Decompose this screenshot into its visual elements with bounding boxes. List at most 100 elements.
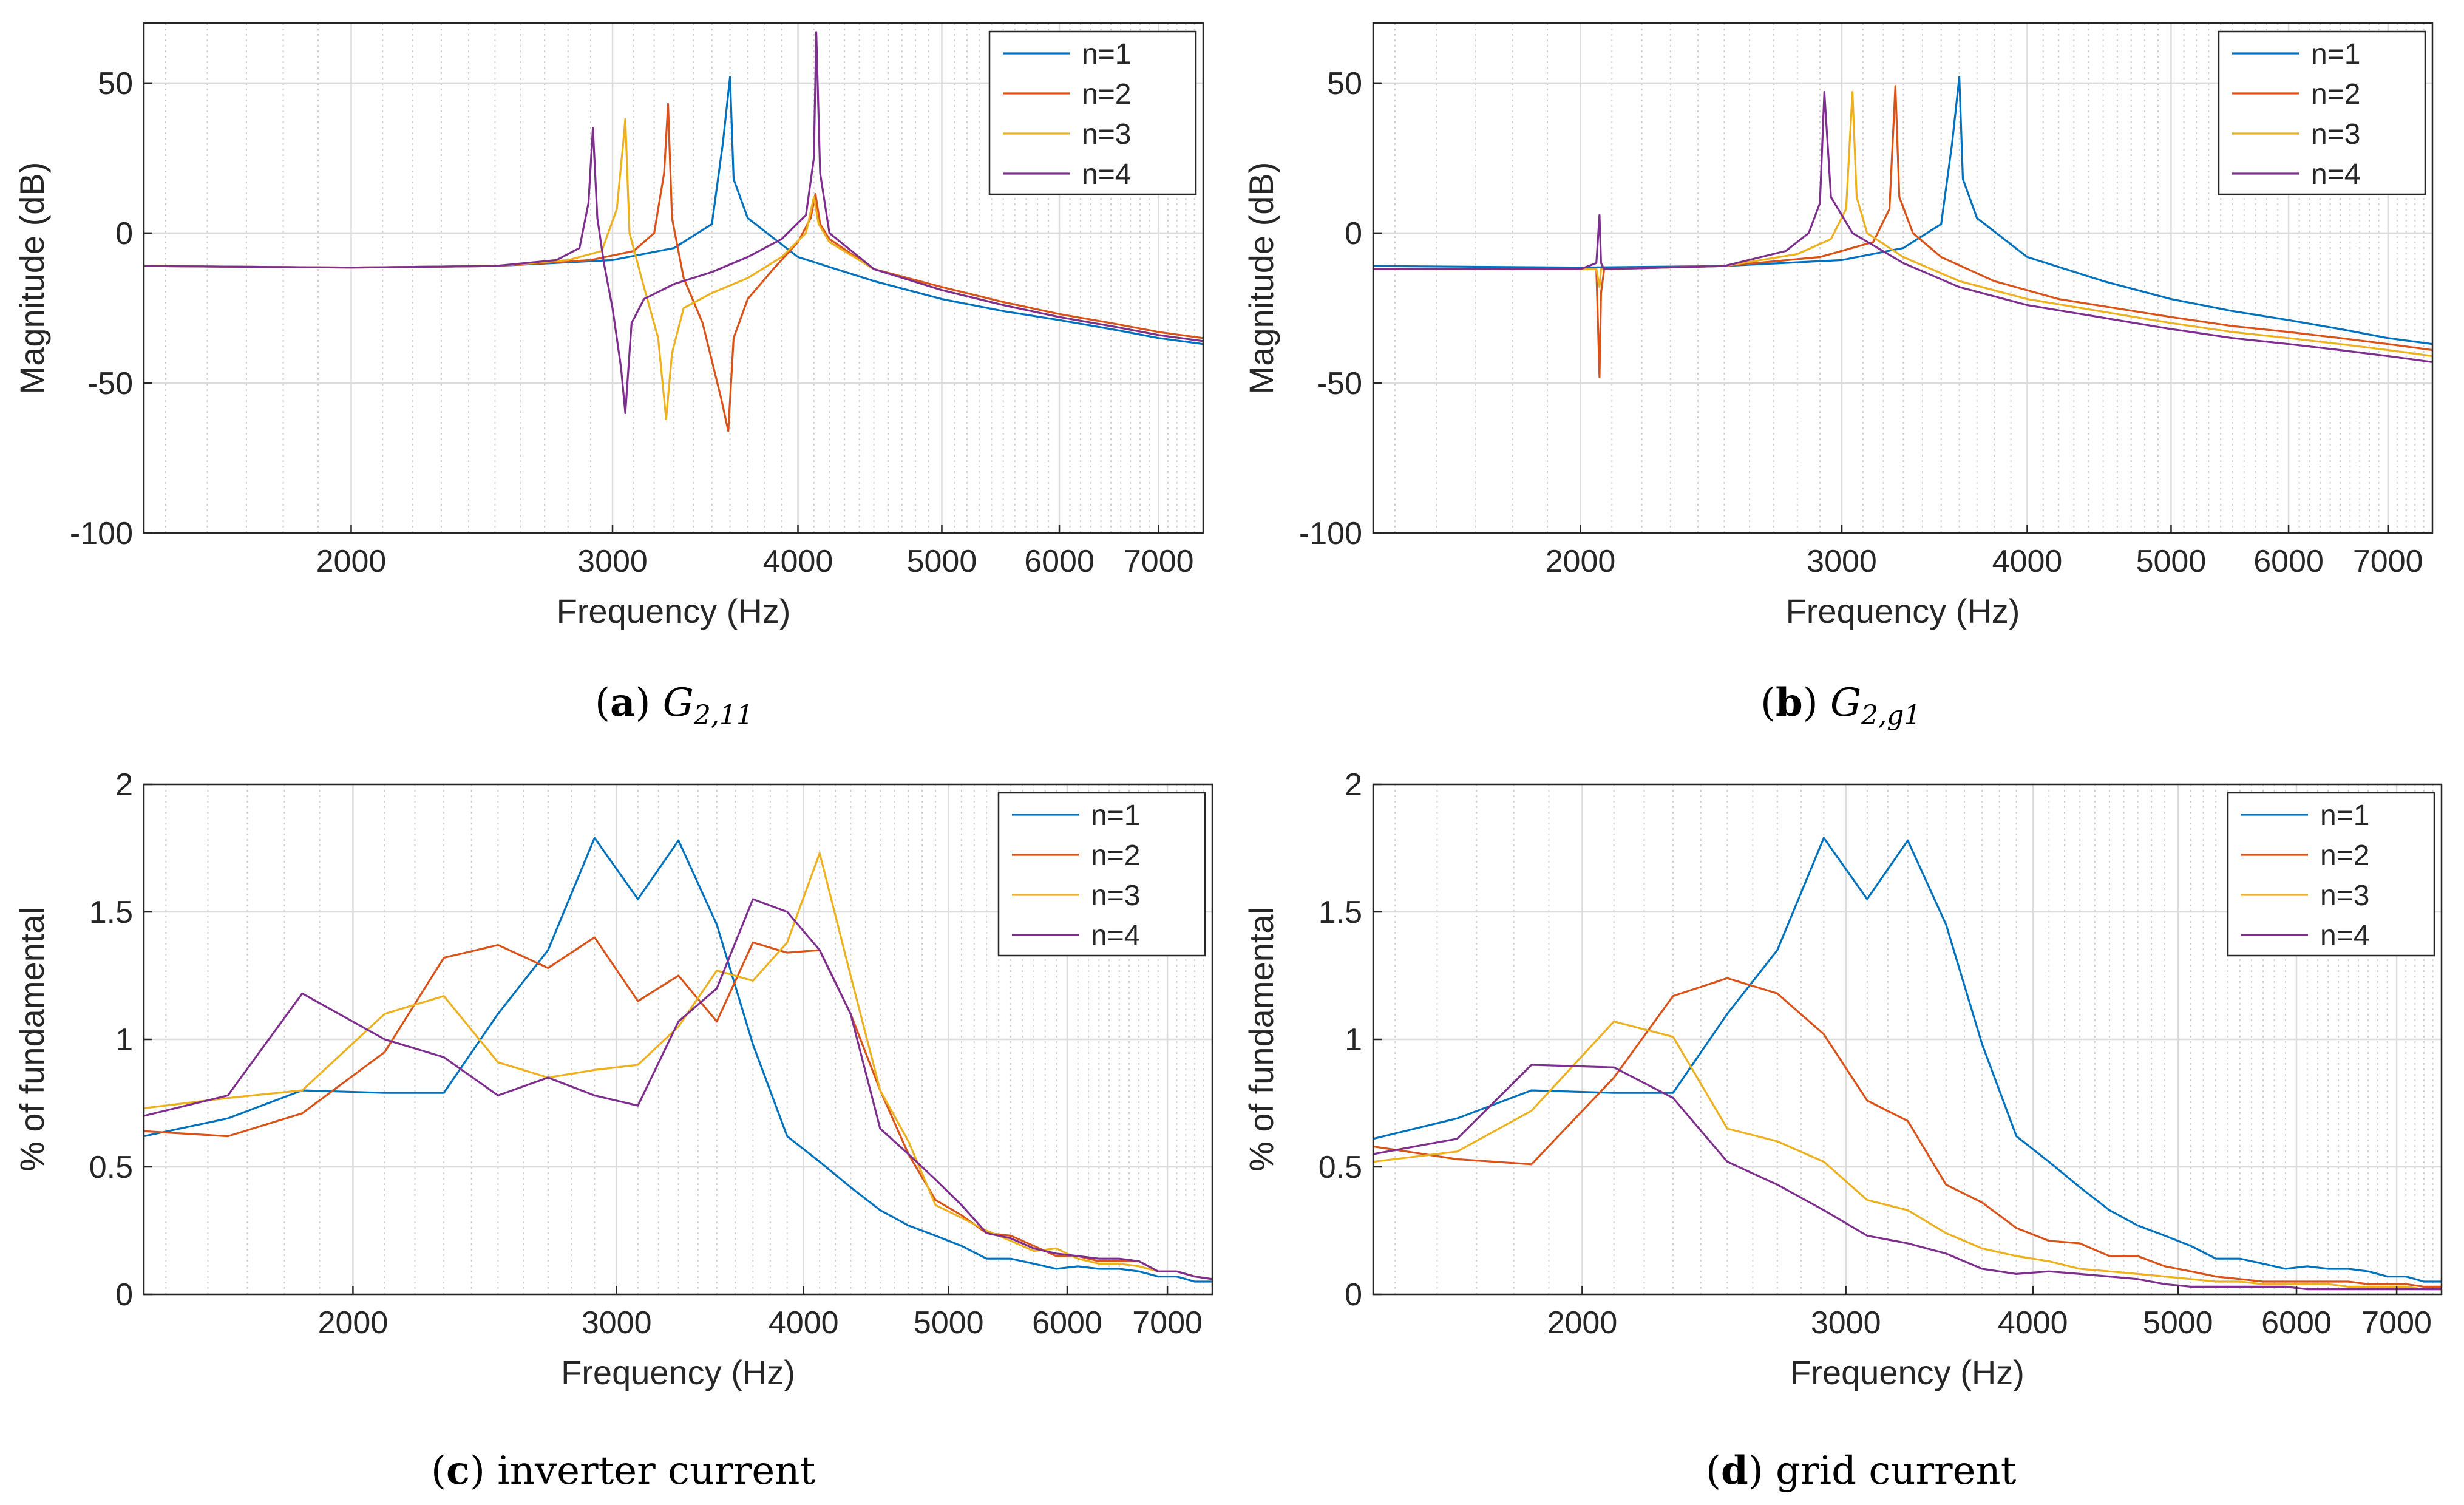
y-tick-label: 0.5 [1319, 1150, 1362, 1185]
legend-label-2: n=2 [1091, 840, 1140, 872]
series-line-3 [1373, 1020, 2442, 1291]
x-tick-label: 4000 [763, 544, 833, 579]
legend-label-2: n=2 [1082, 78, 1131, 110]
chart-a: 2000 3000 4000 5000 6000 7000 -100 -50 0 50 Freque… [13, 22, 1204, 630]
x-tick-label: 5000 [2136, 544, 2207, 579]
y-tick-label: -100 [1299, 516, 1362, 551]
y-tick-label: -50 [1317, 366, 1362, 401]
legend-label-2: n=2 [2311, 78, 2360, 110]
legend: n=1 n=2 n=3 n=4 [997, 792, 1206, 957]
legend-box [2218, 30, 2426, 195]
y-axis-label: % of fundamental [1242, 907, 1280, 1172]
y-tick-label: 0 [115, 216, 133, 251]
legend-label-1: n=1 [1091, 800, 1140, 832]
legend-label-3: n=3 [2320, 880, 2369, 912]
x-axis-label: Frequency (Hz) [1790, 1353, 2024, 1391]
y-tick-label: 0.5 [89, 1150, 133, 1185]
series-line-4 [1373, 91, 2433, 363]
y-tick-label: 1.5 [89, 895, 133, 930]
legend-label-1: n=1 [2311, 38, 2360, 70]
x-tick-label: 7000 [2353, 544, 2423, 579]
series-line-3 [143, 852, 1213, 1280]
legend: n=1 n=2 n=3 n=4 [2227, 792, 2435, 957]
x-tick-label: 6000 [1024, 544, 1095, 579]
series-line-2 [1373, 977, 2442, 1288]
y-tick-label: 1 [1345, 1022, 1362, 1058]
series-line-1 [143, 76, 1204, 345]
series-group [1373, 76, 2433, 378]
series-line-2 [1373, 85, 2433, 378]
series-group [1373, 837, 2442, 1291]
x-tick-label: 4000 [769, 1305, 839, 1340]
legend: n=1 n=2 n=3 n=4 [988, 30, 1197, 195]
y-tick-label: 0 [115, 1277, 133, 1313]
y-tick-label: 1.5 [1319, 895, 1362, 930]
legend-label-2: n=2 [2320, 840, 2369, 872]
x-tick-label: 7000 [1132, 1305, 1203, 1340]
series-line-1 [1373, 76, 2433, 345]
axes-box [1372, 22, 2434, 534]
chart-d: 2000 3000 4000 5000 6000 7000 0 0.5 1 1.5 2 Frequen… [1242, 767, 2443, 1391]
x-tick-label: 3000 [1807, 544, 1877, 579]
x-tick-label: 5000 [2143, 1305, 2213, 1340]
x-tick-label: 5000 [914, 1305, 984, 1340]
y-axis-label: % of fundamental [13, 907, 51, 1172]
legend-box [997, 792, 1206, 957]
y-tick-label: 2 [1345, 767, 1362, 803]
x-tick-label: 3000 [577, 544, 648, 579]
x-tick-label: 7000 [1124, 544, 1194, 579]
x-tick-label: 7000 [2361, 1305, 2432, 1340]
x-tick-label: 2000 [316, 544, 387, 579]
y-tick-label: -100 [70, 516, 133, 551]
x-axis-label: Frequency (Hz) [557, 592, 791, 630]
caption-a: (a) G2,11 [595, 680, 753, 731]
x-tick-label: 2000 [1547, 1305, 1618, 1340]
series-line-1 [143, 837, 1212, 1283]
legend-label-4: n=4 [2320, 920, 2369, 952]
chart-c: 2000 3000 4000 5000 6000 7000 0 0.5 1 1.5 2 Frequen… [13, 767, 1213, 1391]
series-line-1 [1373, 837, 2442, 1283]
x-tick-label: 4000 [1992, 544, 2063, 579]
legend: n=1 n=2 n=3 n=4 [2218, 30, 2426, 195]
axes-box [143, 22, 1204, 534]
x-tick-label: 4000 [1998, 1305, 2068, 1340]
x-axis-label: Frequency (Hz) [1786, 592, 2020, 630]
x-tick-label: 6000 [2253, 544, 2324, 579]
x-tick-label: 5000 [907, 544, 977, 579]
x-axis-label: Frequency (Hz) [561, 1353, 795, 1391]
series-line-3 [1373, 91, 2433, 358]
series-group [143, 837, 1213, 1283]
legend-label-1: n=1 [1082, 38, 1131, 70]
legend-label-3: n=3 [1091, 880, 1140, 912]
x-tick-label: 6000 [2261, 1305, 2332, 1340]
caption-d: (d) grid current [1706, 1448, 2017, 1493]
x-tick-label: 2000 [318, 1305, 389, 1340]
legend-label-3: n=3 [2311, 118, 2360, 151]
legend-label-3: n=3 [1082, 118, 1131, 151]
y-axis-label: Magnitude (dB) [13, 162, 51, 395]
series-line-2 [143, 103, 1204, 432]
y-tick-label: 0 [1345, 1277, 1362, 1313]
y-tick-label: 50 [1327, 66, 1362, 101]
legend-label-4: n=4 [1091, 920, 1140, 952]
series-group [143, 31, 1204, 432]
series-line-4 [143, 31, 1204, 415]
legend-label-4: n=4 [2311, 158, 2360, 191]
x-tick-label: 3000 [582, 1305, 652, 1340]
series-line-4 [143, 898, 1213, 1280]
y-tick-label: 1 [115, 1022, 133, 1058]
y-tick-label: 0 [1345, 216, 1362, 251]
legend-label-4: n=4 [1082, 158, 1131, 191]
caption-c: (c) inverter current [431, 1448, 816, 1493]
y-tick-label: 50 [98, 66, 133, 101]
x-tick-label: 3000 [1811, 1305, 1881, 1340]
y-tick-label: -50 [87, 366, 133, 401]
legend-box [988, 30, 1197, 195]
y-tick-label: 2 [115, 767, 133, 803]
legend-label-1: n=1 [2320, 800, 2369, 832]
series-line-4 [1373, 1064, 2442, 1291]
caption-b: (b) G2,g1 [1760, 680, 1921, 731]
chart-b: 2000 3000 4000 5000 6000 7000 -100 -50 0 50 Freque… [1242, 22, 2434, 630]
y-axis-label: Magnitude (dB) [1242, 162, 1280, 395]
